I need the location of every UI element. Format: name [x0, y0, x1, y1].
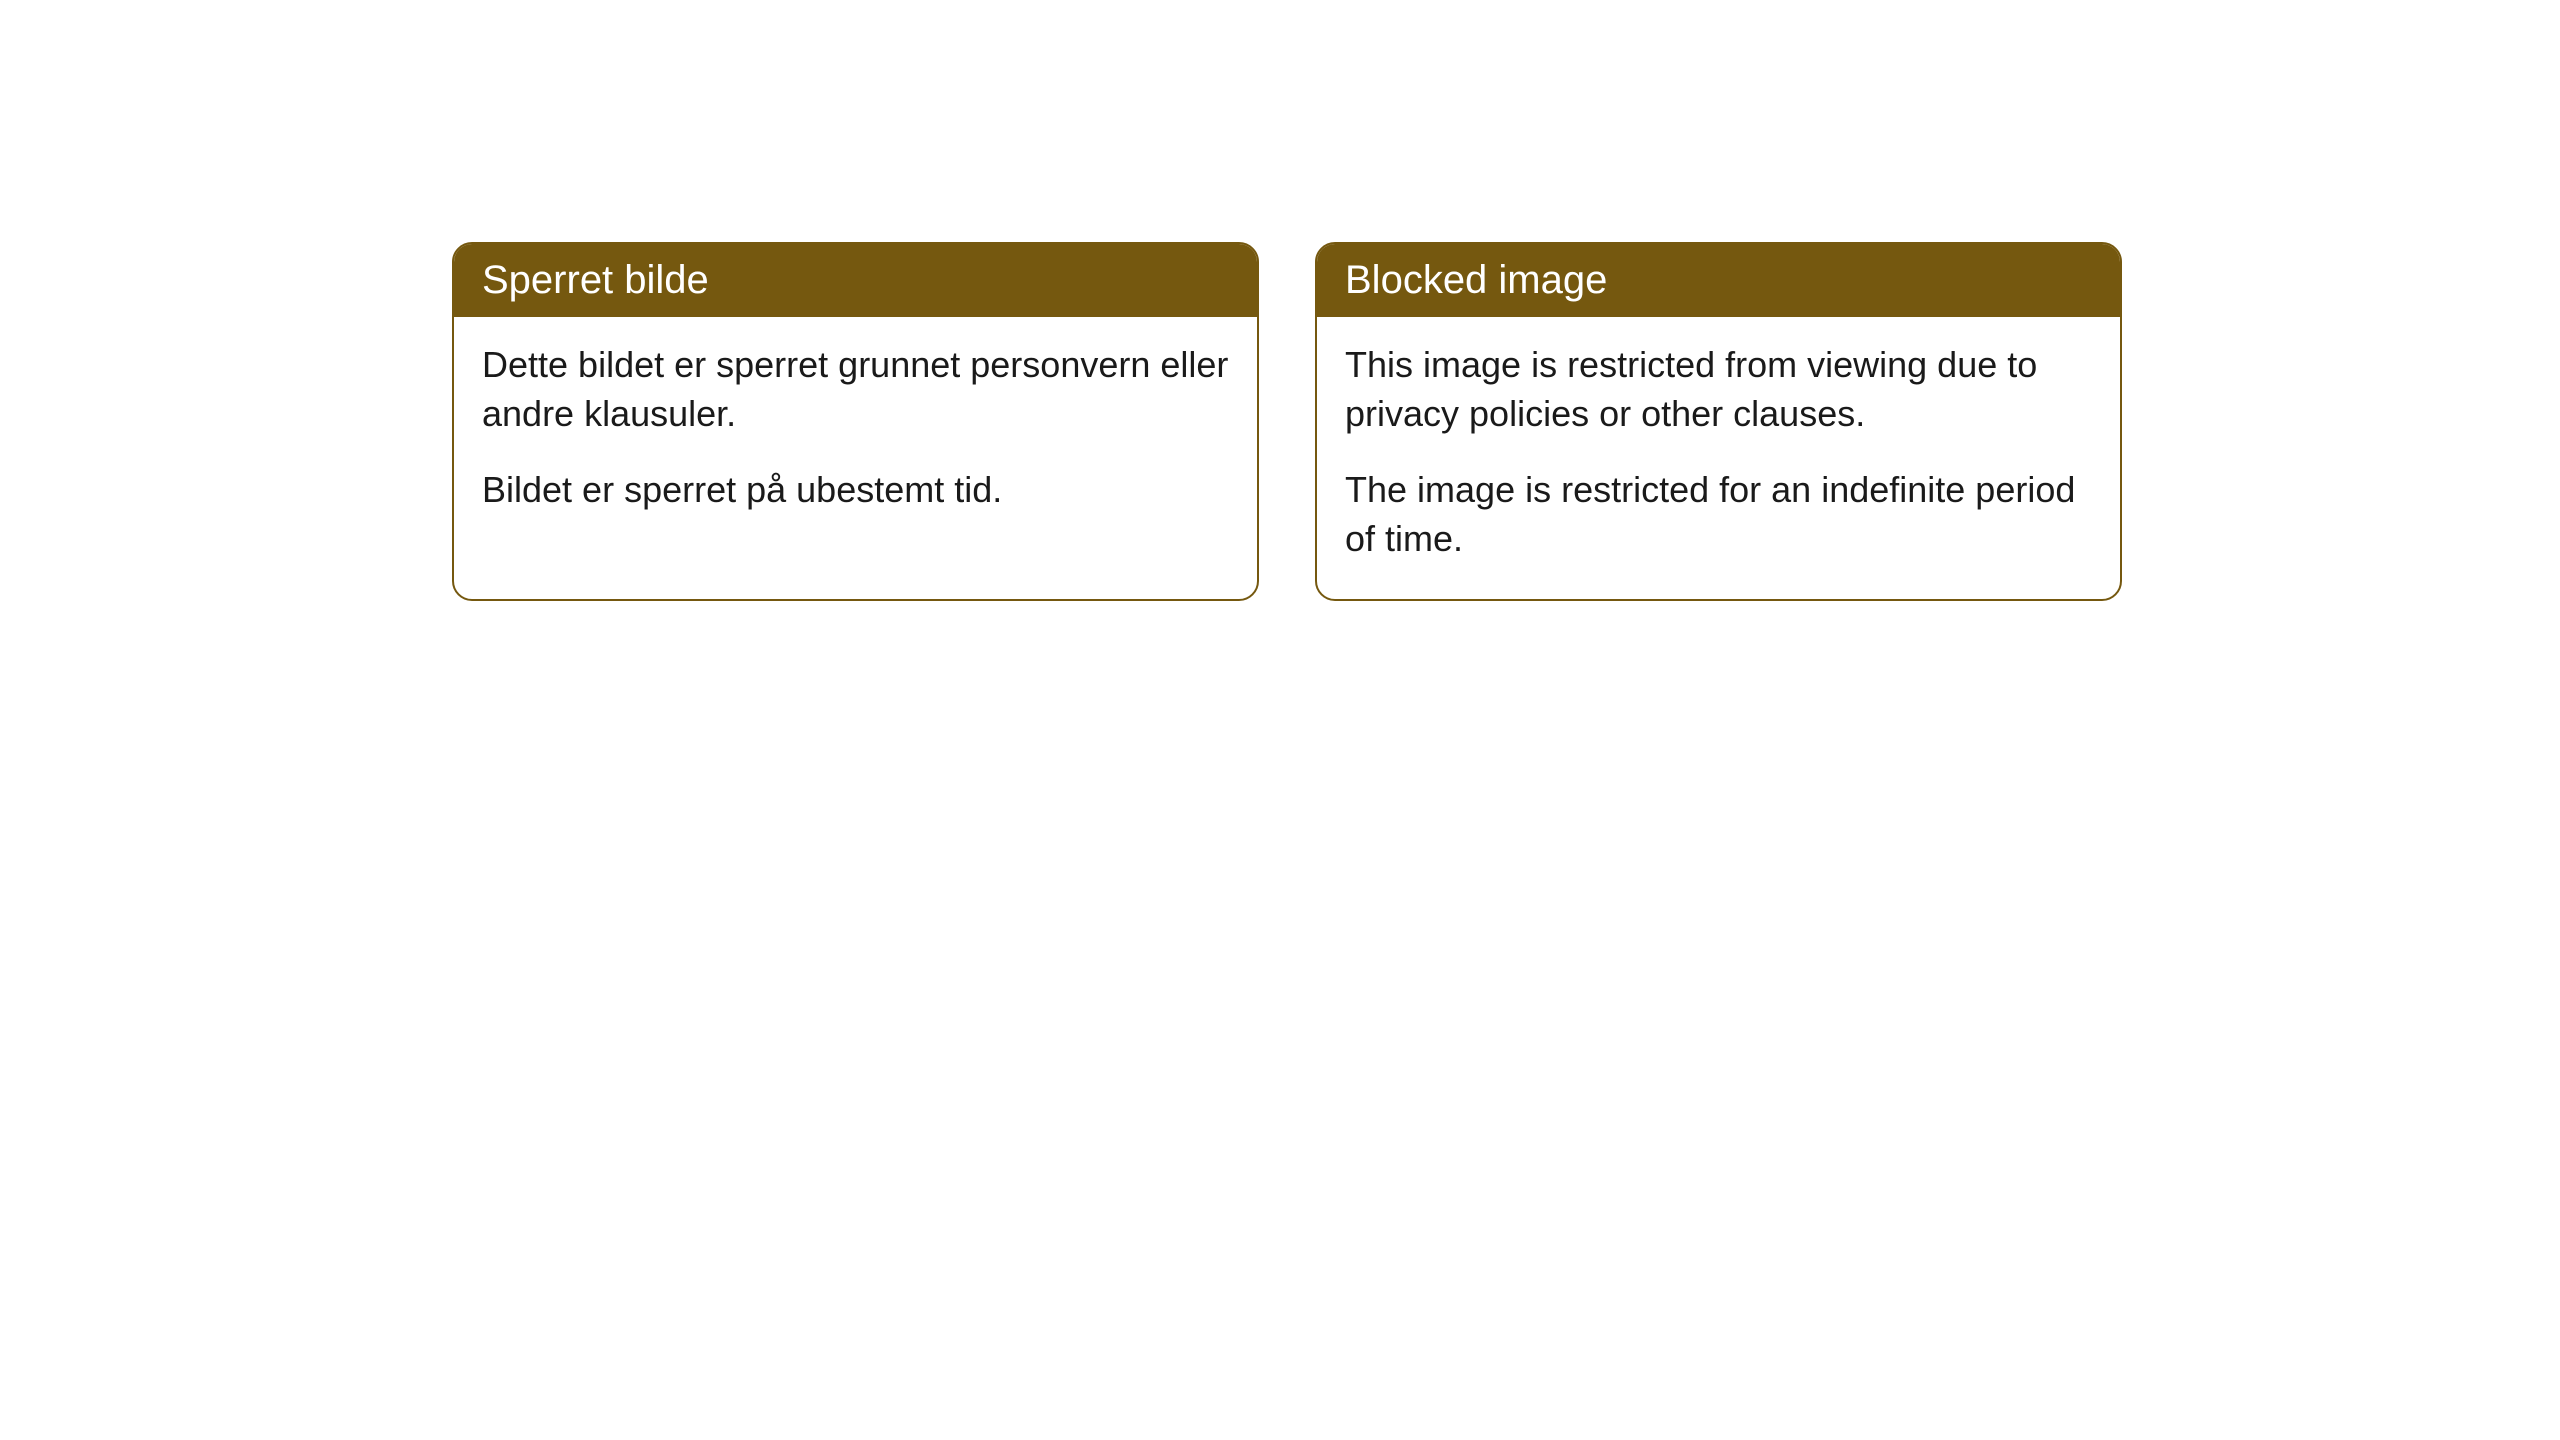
card-paragraph: Dette bildet er sperret grunnet personve… [482, 341, 1229, 438]
card-title: Sperret bilde [482, 258, 709, 302]
card-body: Dette bildet er sperret grunnet personve… [454, 317, 1257, 551]
card-body: This image is restricted from viewing du… [1317, 317, 2120, 599]
card-paragraph: Bildet er sperret på ubestemt tid. [482, 466, 1229, 515]
blocked-image-card-english: Blocked image This image is restricted f… [1315, 242, 2122, 601]
card-paragraph: This image is restricted from viewing du… [1345, 341, 2092, 438]
card-paragraph: The image is restricted for an indefinit… [1345, 466, 2092, 563]
card-title: Blocked image [1345, 258, 1607, 302]
cards-container: Sperret bilde Dette bildet er sperret gr… [452, 242, 2122, 601]
card-header: Sperret bilde [454, 244, 1257, 317]
blocked-image-card-norwegian: Sperret bilde Dette bildet er sperret gr… [452, 242, 1259, 601]
card-header: Blocked image [1317, 244, 2120, 317]
